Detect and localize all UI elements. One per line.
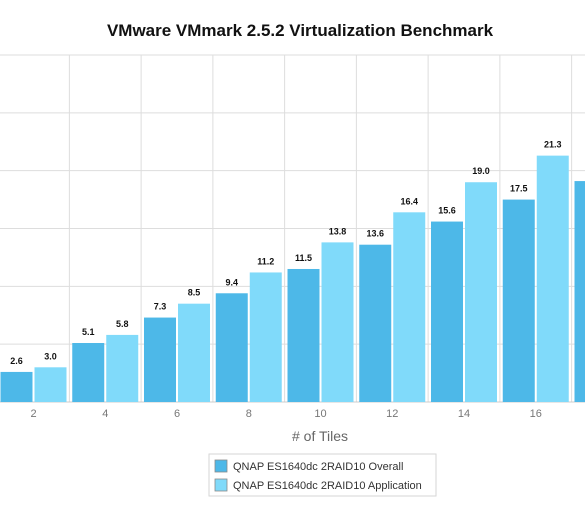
data-label-application: 16.4 bbox=[400, 196, 418, 206]
data-label-application: 5.8 bbox=[116, 319, 129, 329]
bar-application bbox=[106, 334, 139, 402]
legend-swatch-application bbox=[214, 478, 228, 492]
x-axis-ticks: 24681012141618 bbox=[30, 408, 542, 420]
x-tick-label: 12 bbox=[386, 408, 398, 420]
x-tick-label: 4 bbox=[102, 408, 108, 420]
legend-swatch-overall bbox=[214, 459, 228, 473]
data-label-overall: 7.3 bbox=[154, 302, 167, 312]
legend-label-overall: QNAP ES1640dc 2RAID10 Overall bbox=[233, 461, 403, 473]
bar-application bbox=[178, 303, 210, 402]
bar-application bbox=[321, 242, 354, 402]
data-label-application: 8.5 bbox=[188, 288, 201, 298]
x-tick-label: 14 bbox=[458, 408, 470, 420]
data-labels: 2.6 3.0 5.1 5.8 7.3 8.5 9.4 11.2 11.5 13.8 13.6 16.… bbox=[10, 140, 562, 366]
data-label-overall: 13.6 bbox=[366, 229, 384, 239]
data-label-overall: 2.6 bbox=[10, 356, 23, 366]
data-label-overall: 5.1 bbox=[82, 327, 95, 337]
x-tick-label: 6 bbox=[174, 408, 180, 420]
data-label-application: 11.2 bbox=[257, 256, 274, 266]
bar-overall bbox=[359, 244, 392, 402]
data-label-overall: 11.5 bbox=[295, 253, 312, 263]
x-tick-label: 16 bbox=[530, 408, 542, 420]
legend-box bbox=[208, 453, 437, 497]
bar-application bbox=[249, 272, 282, 402]
x-tick-label: 2 bbox=[30, 408, 36, 420]
legend-label-application: QNAP ES1640dc 2RAID10 Application bbox=[233, 480, 422, 492]
bar-application bbox=[34, 367, 67, 402]
x-axis-title: # of Tiles bbox=[292, 428, 348, 444]
bar-overall bbox=[215, 293, 248, 402]
bar-overall bbox=[574, 181, 585, 402]
bar-overall bbox=[144, 317, 176, 402]
bar-overall bbox=[502, 199, 535, 402]
data-label-application: 13.8 bbox=[329, 226, 347, 236]
data-label-application: 21.3 bbox=[544, 140, 562, 150]
bar-application bbox=[465, 182, 497, 402]
bar-overall bbox=[431, 221, 463, 402]
chart-title: VMware VMmark 2.5.2 Virtualization Bench… bbox=[107, 21, 494, 40]
data-label-application: 3.0 bbox=[44, 351, 57, 361]
x-tick-label: 10 bbox=[314, 408, 326, 420]
x-tick-label: 8 bbox=[246, 408, 252, 420]
data-label-overall: 15.6 bbox=[438, 206, 456, 216]
data-label-application: 19.0 bbox=[472, 166, 490, 176]
grid bbox=[0, 54, 585, 403]
bar-overall bbox=[287, 268, 320, 402]
data-label-overall: 17.5 bbox=[510, 184, 528, 194]
bar-overall bbox=[72, 343, 105, 402]
legend: QNAP ES1640dc 2RAID10 Overall QNAP ES164… bbox=[208, 453, 437, 497]
bar-application bbox=[536, 155, 569, 402]
bar-application bbox=[393, 212, 426, 402]
bar-overall bbox=[0, 371, 33, 402]
data-label-overall: 9.4 bbox=[225, 277, 238, 287]
bars bbox=[0, 155, 585, 402]
